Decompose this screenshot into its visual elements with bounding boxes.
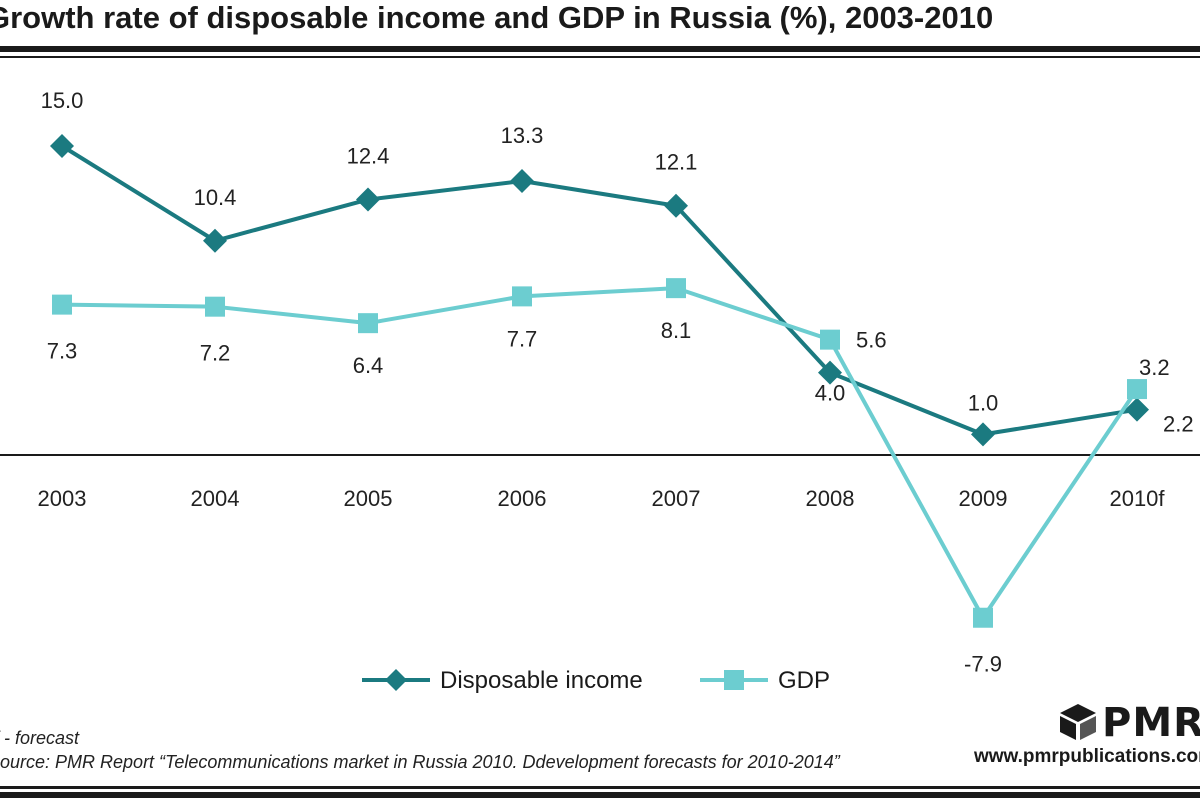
income-marker-2007 bbox=[664, 193, 688, 218]
income-value-label-2006: 13.3 bbox=[501, 123, 544, 148]
cube-icon bbox=[1060, 704, 1096, 740]
footnote: f - forecast bbox=[0, 728, 80, 748]
income-value-label-2003: 15.0 bbox=[41, 88, 84, 113]
gdp-value-label-2004: 7.2 bbox=[200, 341, 231, 366]
gdp-value-label-2006: 7.7 bbox=[507, 326, 538, 351]
income-value-label-2007: 12.1 bbox=[655, 150, 698, 175]
x-tick-label-2008: 2008 bbox=[806, 486, 855, 511]
logo-text: PMR bbox=[1102, 700, 1200, 746]
income-marker-2010f bbox=[1125, 397, 1149, 422]
series-line-disposable-income bbox=[60, 144, 1138, 437]
income-value-label-2010f: 2.2 bbox=[1163, 412, 1194, 437]
gdp-marker-2006 bbox=[512, 286, 532, 307]
gdp-value-label-2003: 7.3 bbox=[47, 339, 78, 364]
gdp-marker-2005 bbox=[358, 313, 378, 334]
gdp-marker-2004 bbox=[205, 296, 225, 317]
bottom-rule bbox=[0, 786, 1200, 789]
income-marker-2009 bbox=[971, 422, 995, 447]
income-value-label-2009: 1.0 bbox=[968, 390, 999, 415]
title-rule-thin bbox=[0, 56, 1200, 58]
legend-marker-gdp bbox=[724, 670, 744, 690]
bottom-rule-thick bbox=[0, 792, 1200, 798]
gdp-value-label-2005: 6.4 bbox=[353, 353, 384, 378]
legend-marker-disposable-income bbox=[385, 669, 407, 691]
chart-title: Growth rate of disposable income and GDP… bbox=[0, 0, 994, 35]
publisher-url[interactable]: www.pmrpublications.com bbox=[974, 746, 1200, 767]
series-line-gdp bbox=[61, 286, 1139, 620]
income-marker-2004 bbox=[203, 228, 227, 253]
legend-label-gdp: GDP bbox=[778, 667, 830, 694]
gdp-marker-2008 bbox=[820, 329, 840, 350]
x-tick-label-2010f: 2010f bbox=[1109, 486, 1165, 511]
income-marker-2008 bbox=[818, 360, 842, 385]
x-tick-label-2005: 2005 bbox=[344, 486, 393, 511]
gdp-value-label-2008: 5.6 bbox=[856, 328, 887, 353]
income-marker-2006 bbox=[510, 169, 534, 194]
income-marker-2003 bbox=[50, 134, 74, 158]
gdp-value-label-2007: 8.1 bbox=[661, 318, 692, 343]
income-value-label-2008: 4.0 bbox=[815, 381, 846, 406]
x-tick-label-2003: 2003 bbox=[38, 486, 87, 511]
x-tick-label-2009: 2009 bbox=[959, 486, 1008, 511]
income-value-label-2005: 12.4 bbox=[347, 144, 390, 169]
gdp-value-label-2009: -7.9 bbox=[964, 652, 1002, 677]
gdp-marker-2009 bbox=[973, 607, 993, 628]
gdp-marker-2007 bbox=[666, 278, 686, 299]
gdp-marker-2003 bbox=[52, 294, 72, 315]
income-value-label-2004: 10.4 bbox=[194, 185, 237, 210]
legend-label-disposable-income: Disposable income bbox=[440, 667, 643, 694]
gdp-value-label-2010f: 3.2 bbox=[1139, 355, 1170, 380]
x-tick-label-2007: 2007 bbox=[652, 486, 701, 511]
x-tick-label-2004: 2004 bbox=[191, 486, 240, 511]
x-tick-label-2006: 2006 bbox=[498, 486, 547, 511]
source-note: Source: PMR Report “Telecommunications m… bbox=[0, 752, 840, 772]
gdp-marker-2010f bbox=[1127, 379, 1147, 400]
income-marker-2005 bbox=[356, 187, 380, 212]
title-rule bbox=[0, 46, 1200, 52]
